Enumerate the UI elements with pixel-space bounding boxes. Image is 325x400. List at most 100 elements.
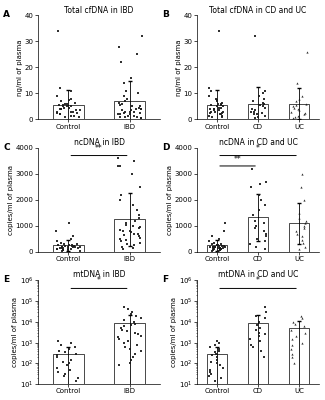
Point [303, 244, 308, 250]
Point [297, 215, 302, 221]
Point [116, 99, 121, 106]
Point [66, 220, 71, 226]
Point [130, 170, 135, 177]
Point [219, 114, 224, 120]
Point [72, 244, 77, 250]
Point [254, 327, 259, 333]
Bar [114, 323, 145, 400]
Point [292, 104, 297, 111]
Point [54, 352, 59, 358]
Point [77, 248, 82, 254]
Y-axis label: copies/ml of plasma: copies/ml of plasma [167, 165, 173, 235]
Point [300, 240, 306, 246]
Text: B: B [162, 10, 169, 19]
Point [139, 33, 144, 39]
Bar [289, 328, 309, 400]
Point [292, 114, 297, 120]
Point [118, 59, 124, 65]
Point [253, 218, 258, 224]
Point [254, 111, 259, 118]
Point [207, 85, 212, 92]
Point [134, 207, 139, 214]
Point [209, 352, 215, 358]
Point [72, 344, 78, 350]
Point [76, 245, 81, 251]
Point [119, 325, 124, 331]
Point [139, 106, 144, 112]
Point [58, 106, 63, 112]
Y-axis label: copies/ml of plasma: copies/ml of plasma [8, 165, 14, 235]
Point [208, 88, 213, 94]
Text: **: ** [234, 155, 241, 164]
Point [122, 317, 127, 323]
Point [77, 114, 82, 120]
Point [69, 340, 74, 346]
Point [208, 102, 214, 108]
Point [293, 321, 298, 327]
Point [258, 348, 263, 354]
Point [214, 360, 219, 367]
Y-axis label: copies/ml of plasma: copies/ml of plasma [12, 297, 18, 367]
Point [220, 245, 226, 251]
Title: mtDNA in CD and UC: mtDNA in CD and UC [218, 270, 298, 279]
Point [68, 246, 73, 252]
Point [207, 238, 212, 245]
Point [262, 304, 267, 310]
Point [263, 331, 268, 338]
Point [58, 106, 64, 112]
Point [119, 327, 124, 333]
Point [131, 108, 136, 115]
Point [60, 103, 66, 110]
Point [119, 244, 124, 250]
Point [132, 242, 137, 248]
Point [254, 312, 259, 319]
Text: E: E [3, 275, 9, 284]
Point [216, 340, 222, 346]
Point [297, 96, 302, 102]
Point [302, 330, 307, 336]
Point [68, 96, 73, 102]
Point [256, 318, 261, 325]
Point [138, 115, 144, 121]
Point [68, 108, 73, 115]
Point [137, 224, 142, 230]
Point [54, 108, 59, 115]
Point [121, 304, 126, 310]
Point [302, 111, 307, 118]
Point [259, 197, 264, 203]
Point [138, 240, 143, 246]
Point [139, 348, 144, 354]
Point [54, 228, 59, 234]
Point [122, 93, 127, 99]
Point [74, 350, 79, 357]
Point [217, 247, 222, 253]
Point [61, 104, 66, 111]
Point [121, 232, 126, 238]
Text: *: * [256, 144, 260, 154]
Y-axis label: ng/ml of plasma: ng/ml of plasma [176, 39, 182, 96]
Point [66, 104, 72, 111]
Point [62, 101, 68, 107]
Point [135, 90, 140, 97]
Point [118, 238, 124, 245]
Point [289, 354, 294, 360]
Point [126, 112, 131, 119]
Point [128, 107, 134, 114]
Point [263, 315, 268, 321]
Point [216, 348, 222, 354]
Point [217, 243, 222, 249]
Point [65, 244, 71, 251]
Point [207, 93, 212, 99]
Point [124, 220, 129, 226]
Point [289, 346, 294, 352]
Point [137, 103, 143, 110]
Title: mtDNA in IBD: mtDNA in IBD [73, 270, 125, 279]
Point [69, 242, 74, 248]
Point [208, 371, 214, 378]
Point [123, 237, 128, 243]
Point [75, 110, 80, 116]
Point [133, 312, 138, 319]
Point [212, 244, 217, 250]
Point [136, 331, 141, 338]
Point [55, 246, 60, 252]
